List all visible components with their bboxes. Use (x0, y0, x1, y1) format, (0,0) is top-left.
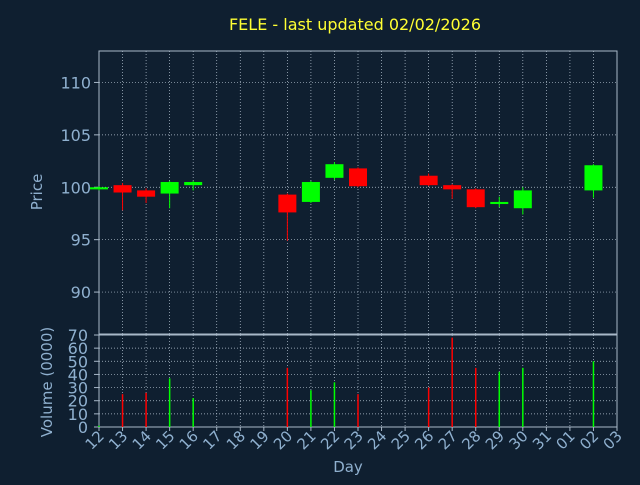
volume-tick-label: 40 (68, 365, 88, 384)
day-tick-label-18: 18 (223, 427, 249, 453)
day-tick-label-31: 31 (529, 427, 555, 453)
day-tick-label-30: 30 (505, 427, 531, 453)
volume-tick-label: 70 (68, 326, 88, 345)
candle-body-22 (325, 164, 344, 178)
candle-body-21 (301, 182, 320, 202)
candle-body-30 (513, 190, 532, 209)
day-tick-label-23: 23 (341, 427, 367, 453)
day-tick-label-02: 02 (576, 427, 602, 453)
volume-bar-26 (427, 387, 430, 427)
volume-bar-02 (592, 361, 595, 427)
day-tick-label-19: 19 (246, 427, 272, 453)
price-panel: 90 95 100 105 110 (60, 50, 618, 335)
day-tick-label-14: 14 (129, 427, 155, 453)
candle-body-02 (584, 165, 603, 191)
day-tick-label-13: 13 (105, 427, 131, 453)
volume-bar-12 (98, 425, 100, 427)
volume-bar-16 (192, 398, 194, 427)
price-frame (98, 50, 618, 335)
chart-title: FELE - last updated 02/02/2026 (229, 15, 481, 34)
price-axis-label: Price (28, 174, 46, 211)
candle-body-12 (90, 187, 108, 190)
day-tick-label-17: 17 (199, 427, 225, 453)
day-tick-label-26: 26 (411, 427, 437, 453)
volume-bar-14 (145, 392, 147, 427)
day-tick-label-24: 24 (364, 427, 390, 453)
day-tick-label-20: 20 (270, 427, 296, 453)
price-tick-label: 90 (71, 283, 91, 302)
volume-axis-label: Volume (0000) (38, 327, 56, 437)
day-tick-label-22: 22 (317, 427, 343, 453)
candle-body-13 (113, 185, 132, 193)
candle-body-29 (490, 201, 509, 205)
day-tick-label-25: 25 (388, 427, 414, 453)
candle-body-26 (419, 175, 438, 186)
volume-tick-label: 60 (68, 339, 88, 358)
day-tick-label-16: 16 (176, 427, 202, 453)
candle-body-16 (184, 182, 203, 186)
candle-body-15 (160, 182, 179, 194)
volume-bar-30 (522, 367, 524, 427)
candle-body-23 (349, 168, 367, 187)
candle-body-20 (278, 194, 297, 213)
volume-bar-28 (474, 367, 477, 427)
volume-tick-label: 10 (68, 405, 88, 424)
candle-body-28 (466, 189, 485, 208)
volume-bar-22 (333, 382, 336, 427)
day-tick-label-15: 15 (152, 427, 178, 453)
day-tick-label-29: 29 (482, 427, 508, 453)
volume-bar-20 (286, 367, 289, 427)
volume-bar-29 (498, 371, 501, 427)
volume-bar-15 (168, 378, 171, 427)
day-tick-labels: 1213141516171819202122232425262728293031… (82, 427, 626, 453)
day-tick-label-28: 28 (458, 427, 484, 453)
volume-bar-21 (310, 390, 312, 427)
volume-tick-label: 0 (78, 418, 88, 437)
day-tick-label-03: 03 (600, 427, 626, 453)
volume-tick-label: 20 (68, 392, 88, 411)
price-tick-label: 100 (60, 178, 91, 197)
price-tick-label: 110 (60, 73, 91, 92)
candle-body-27 (443, 185, 462, 190)
volume-bar-23 (357, 394, 359, 427)
day-tick-label-01: 01 (553, 427, 579, 453)
price-tick-label: 105 (60, 126, 91, 145)
volume-bar-13 (121, 394, 124, 427)
price-tick-label: 95 (71, 231, 91, 250)
day-tick-label-21: 21 (294, 427, 320, 453)
volume-bar-27 (451, 337, 453, 427)
volume-tick-label: 50 (68, 352, 88, 371)
day-axis-label: Day (333, 458, 363, 476)
volume-tick-label: 30 (68, 379, 88, 398)
day-tick-label-27: 27 (435, 427, 461, 453)
candle-body-14 (137, 190, 156, 197)
